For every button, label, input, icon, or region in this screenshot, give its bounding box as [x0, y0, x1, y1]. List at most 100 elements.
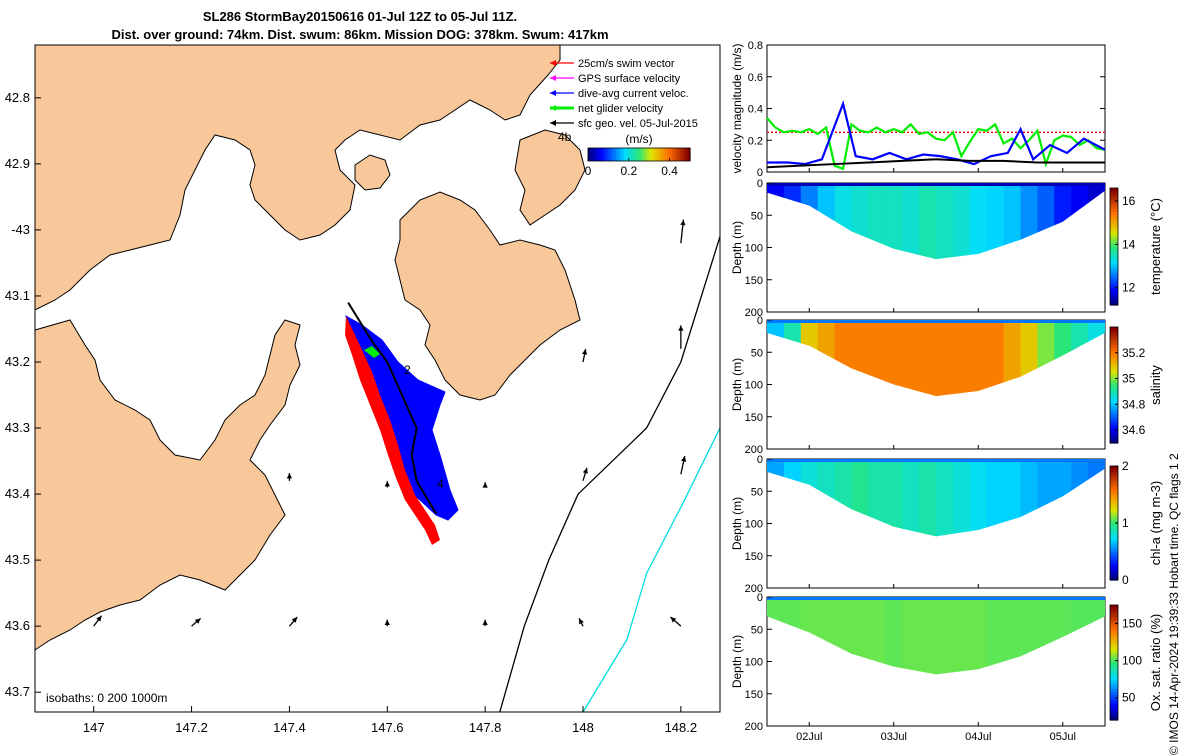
colorbar-segment [1110, 293, 1118, 297]
colorbar-segment [1110, 367, 1118, 372]
heatmap-cell [969, 459, 988, 537]
colorbar-segment [623, 148, 627, 161]
colorbar-segment [1110, 491, 1118, 496]
colorbar-segment [667, 148, 671, 161]
velocity-fill-red [345, 316, 440, 545]
colorbar-segment [654, 148, 658, 161]
colorbar-segment [1110, 379, 1118, 383]
heatmap-salinity: 0 50 100 150 200 Depth (m) 34.6 34.8 35 35.2salin… [730, 315, 1163, 456]
surface-vector-head [384, 480, 390, 487]
heatmap-cell [868, 459, 886, 537]
colorbar-segment [1110, 500, 1118, 504]
map-y-tick-label: 43.3 [5, 420, 30, 435]
colorbar-segment [1110, 494, 1118, 498]
colorbar-frame [1109, 604, 1119, 721]
colorbar-segment [1110, 607, 1118, 612]
colorbar-segment [1110, 214, 1118, 218]
colorbar-segment [628, 148, 632, 161]
velocity-y-label: velocity magnitude (m/s) [730, 43, 744, 173]
colorbar-segment [1110, 531, 1118, 535]
colorbar-segment [1110, 255, 1118, 259]
legend-entry: GPS surface velocity [578, 73, 681, 85]
colorbar-segment [1110, 542, 1118, 547]
colorbar-tick-label: 35 [1122, 372, 1136, 386]
colorbar-segment [1110, 471, 1118, 476]
colorbar-segment [1110, 497, 1118, 501]
colorbar-segment [603, 148, 607, 161]
colorbar-segment [1110, 341, 1118, 345]
surface-vector-head [681, 456, 687, 462]
isobath-label: isobaths: 0 200 1000m [46, 691, 167, 705]
heatmap-y-tick-label: 200 [745, 307, 763, 319]
map-y-tick-label: 43.7 [5, 684, 30, 699]
surface-vector-head [579, 618, 584, 625]
map-x-tick-label: 148.2 [665, 720, 698, 735]
colorbar-segment [1110, 440, 1118, 444]
land-masses [34, 44, 586, 651]
colorbar-segment [1110, 674, 1118, 678]
colorbar-segment [661, 148, 666, 161]
colorbar-segment [636, 148, 640, 161]
colorbar-segment [1110, 697, 1118, 701]
colorbar-segment [1110, 619, 1118, 623]
colorbar-segment [1110, 571, 1118, 575]
map-x-tick-label: 147.4 [273, 720, 306, 735]
colorbar-segment [1110, 520, 1118, 524]
colorbar-segment [664, 148, 668, 161]
colorbar-segment [1110, 287, 1118, 291]
time-x-tick-label: 05Jul [1050, 731, 1076, 743]
heatmap-temperature: 0 50 100 150 200 Depth (m) 12 14 16 temperature (… [730, 178, 1163, 319]
heatmap-cell [986, 597, 1005, 675]
colorbar-segment [1110, 416, 1118, 421]
heatmap-cell [952, 183, 971, 260]
heatmap-cell [969, 320, 988, 397]
surface-vector-head [384, 619, 390, 626]
colorbar-segment [682, 148, 686, 161]
map-x-tick-label: 147.6 [371, 720, 404, 735]
track-day-label: 4b [558, 130, 572, 144]
map-y-tick-label: -43 [11, 222, 30, 237]
colorbar-segment [1110, 540, 1118, 544]
colorbar-segment [610, 148, 615, 161]
colorbar-segment [618, 148, 622, 161]
colorbar-segment [1110, 639, 1118, 643]
colorbar-tick-label: 34.8 [1122, 397, 1146, 411]
colorbar-segment [1110, 199, 1118, 204]
colorbar-segment [1110, 525, 1118, 530]
colorbar-segment [1110, 557, 1118, 561]
colorbar-segment [1110, 281, 1118, 286]
colorbar-segment [1110, 662, 1118, 666]
colorbar-segment [1110, 382, 1118, 386]
heatmap-chl-a: 0 50 100 150 200 Depth (m) 0 1 2 chl-a (mg m-3) [730, 454, 1163, 595]
heatmap-cell [936, 183, 954, 260]
colorbar-segment [1110, 505, 1118, 510]
colorbar-segment [659, 148, 663, 161]
colorbar-segment [656, 148, 660, 161]
chart-title-line1: SL286 StormBay20150616 01-Jul 12Z to 05-… [202, 9, 518, 24]
colorbar-segment [600, 148, 604, 161]
colorbar-segment [1110, 685, 1118, 689]
colorbar-segment [1110, 376, 1118, 380]
heatmap-cell [919, 320, 937, 397]
map-x-tick-label: 147.8 [469, 720, 502, 735]
glider-track [347, 302, 438, 515]
velocity-y-tick-label: 0.2 [748, 135, 763, 147]
colorbar-segment [1110, 477, 1118, 481]
heatmap-cell [936, 459, 954, 537]
time-x-tick-label: 03Jul [881, 731, 907, 743]
colorbar-segment [1110, 353, 1118, 357]
heatmap-cell [952, 597, 971, 675]
heatmap-cell [969, 597, 988, 675]
colorbar-title: (m/s) [625, 132, 652, 146]
colorbar-segment [1110, 246, 1118, 251]
heatmap-y-tick-label: 0 [757, 454, 763, 466]
heatmap-cell [868, 183, 886, 260]
colorbar-segment [1110, 240, 1118, 245]
colorbar-segment [1110, 694, 1118, 698]
colorbar-segment [590, 148, 594, 161]
colorbar-frame [1109, 326, 1119, 444]
velocity-y-tick-label: 0 [757, 167, 763, 179]
colorbar-segment [1110, 217, 1118, 221]
heatmap-surface-band [767, 597, 1105, 600]
colorbar-segment [1110, 228, 1118, 233]
